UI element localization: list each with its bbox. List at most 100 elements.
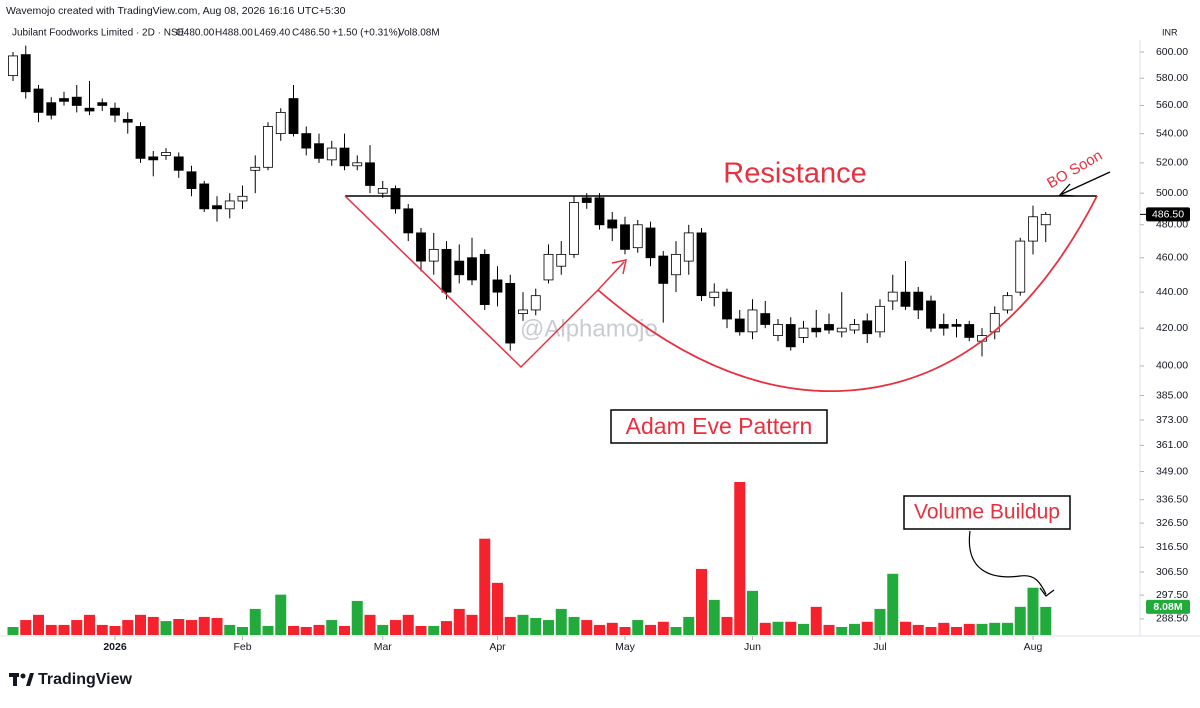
logo-stem [13,673,17,686]
volume-box [903,495,1071,530]
candle-body [326,147,337,161]
open-label: O480.00 [176,28,215,39]
volume-bar [568,616,580,635]
volume-bar [428,625,440,635]
volume-bar [160,621,172,635]
candles [8,45,1051,357]
candle-body [875,305,885,333]
y-tick-label: 400.00 [1156,360,1188,372]
candle-body [237,195,248,202]
volume-label: Vol8.08M [398,28,440,39]
y-tick-label: 373.00 [1156,414,1188,426]
brand-name: TradingView [38,671,133,688]
arrow-head [611,259,627,275]
volume-bar [1040,606,1052,635]
x-tick-label: 2026 [103,641,127,653]
candle-body [122,118,133,123]
x-tick-label: Jun [744,641,761,653]
volume-bar [696,568,707,635]
volume-bar [1014,606,1026,635]
y-tick-label: 600.00 [1156,46,1188,58]
y-tick-label: 288.50 [1156,613,1188,625]
y-tick-label: 520.00 [1156,157,1188,169]
volume-bar [173,619,185,635]
volume-bar [300,627,312,635]
volume-bar [912,624,924,635]
volume-bar [492,582,503,635]
volume-bar [479,538,491,635]
volume-bar [619,627,631,635]
candle-body [773,324,783,336]
volume-bar [237,627,248,635]
y-tick-label: 326.50 [1156,517,1188,529]
candle-body [938,324,949,329]
candle-body [390,188,401,210]
volume-bar [415,625,427,635]
candle-body [71,96,82,106]
volume-bar [288,625,299,635]
volume-bar [147,616,159,635]
volume-bar [785,621,797,635]
volume-bar [581,620,593,635]
last-price-label: 486.50 [1152,209,1184,221]
high-label: H488.00 [215,28,253,39]
candle-body [671,253,681,276]
volume-bar [7,627,19,635]
candle-body [849,324,860,331]
bo-arrow [1061,171,1111,195]
volume-bar [925,627,937,635]
volume-bar [543,620,554,635]
x-tick-label: Apr [489,641,506,653]
candle-body [926,300,936,329]
candle-body [862,320,873,335]
candle-body [250,166,261,171]
volume-bar [517,614,529,635]
volume-bar [339,625,350,635]
volume-bar [606,622,618,635]
candle-body [135,126,146,159]
last-price-badge [1146,207,1190,222]
volume-bar [249,608,261,635]
y-tick-label: 349.00 [1156,465,1188,477]
y-tick-label: 361.00 [1156,439,1188,451]
candle-body [824,324,834,331]
candle-body [556,253,567,267]
logo-dot [20,673,26,679]
volume-bar [951,627,962,635]
volume-bar [1002,622,1013,635]
candle-body [161,152,171,156]
candle-body [1028,216,1038,242]
volume-bar [938,622,950,635]
candle-body [836,327,847,333]
candle-body [658,255,669,284]
volume-arrow-head [1039,587,1055,597]
candle-body [620,224,630,250]
volume-badge-label: 8.08M [1153,601,1182,613]
candle-body [365,162,375,186]
y-tick-label: 420.00 [1156,322,1188,334]
x-tick-label: May [615,641,636,653]
y-tick-label: 560.00 [1156,99,1188,111]
candle-body [594,197,605,226]
resistance-label: Resistance [723,158,866,190]
volume-bar [594,624,605,635]
volumes [7,482,1052,635]
y-tick-label: 440.00 [1156,286,1188,298]
candle-body [301,133,312,149]
y-tick-label: 580.00 [1156,72,1188,84]
volume-bar [58,624,70,635]
candle-body [8,55,18,77]
currency: INR [1162,27,1178,37]
volume-bar [186,620,197,635]
x-tick-label: Aug [1024,641,1043,653]
volume-bar [122,620,134,635]
candle-body [747,309,758,333]
y-tick-label: 316.50 [1156,541,1188,553]
candle-body [1015,240,1026,293]
volume-bar [759,622,771,635]
candle-body [492,279,503,293]
volume-bar [747,590,758,635]
close-label: C486.50 [292,28,330,39]
candle-body [722,291,732,320]
